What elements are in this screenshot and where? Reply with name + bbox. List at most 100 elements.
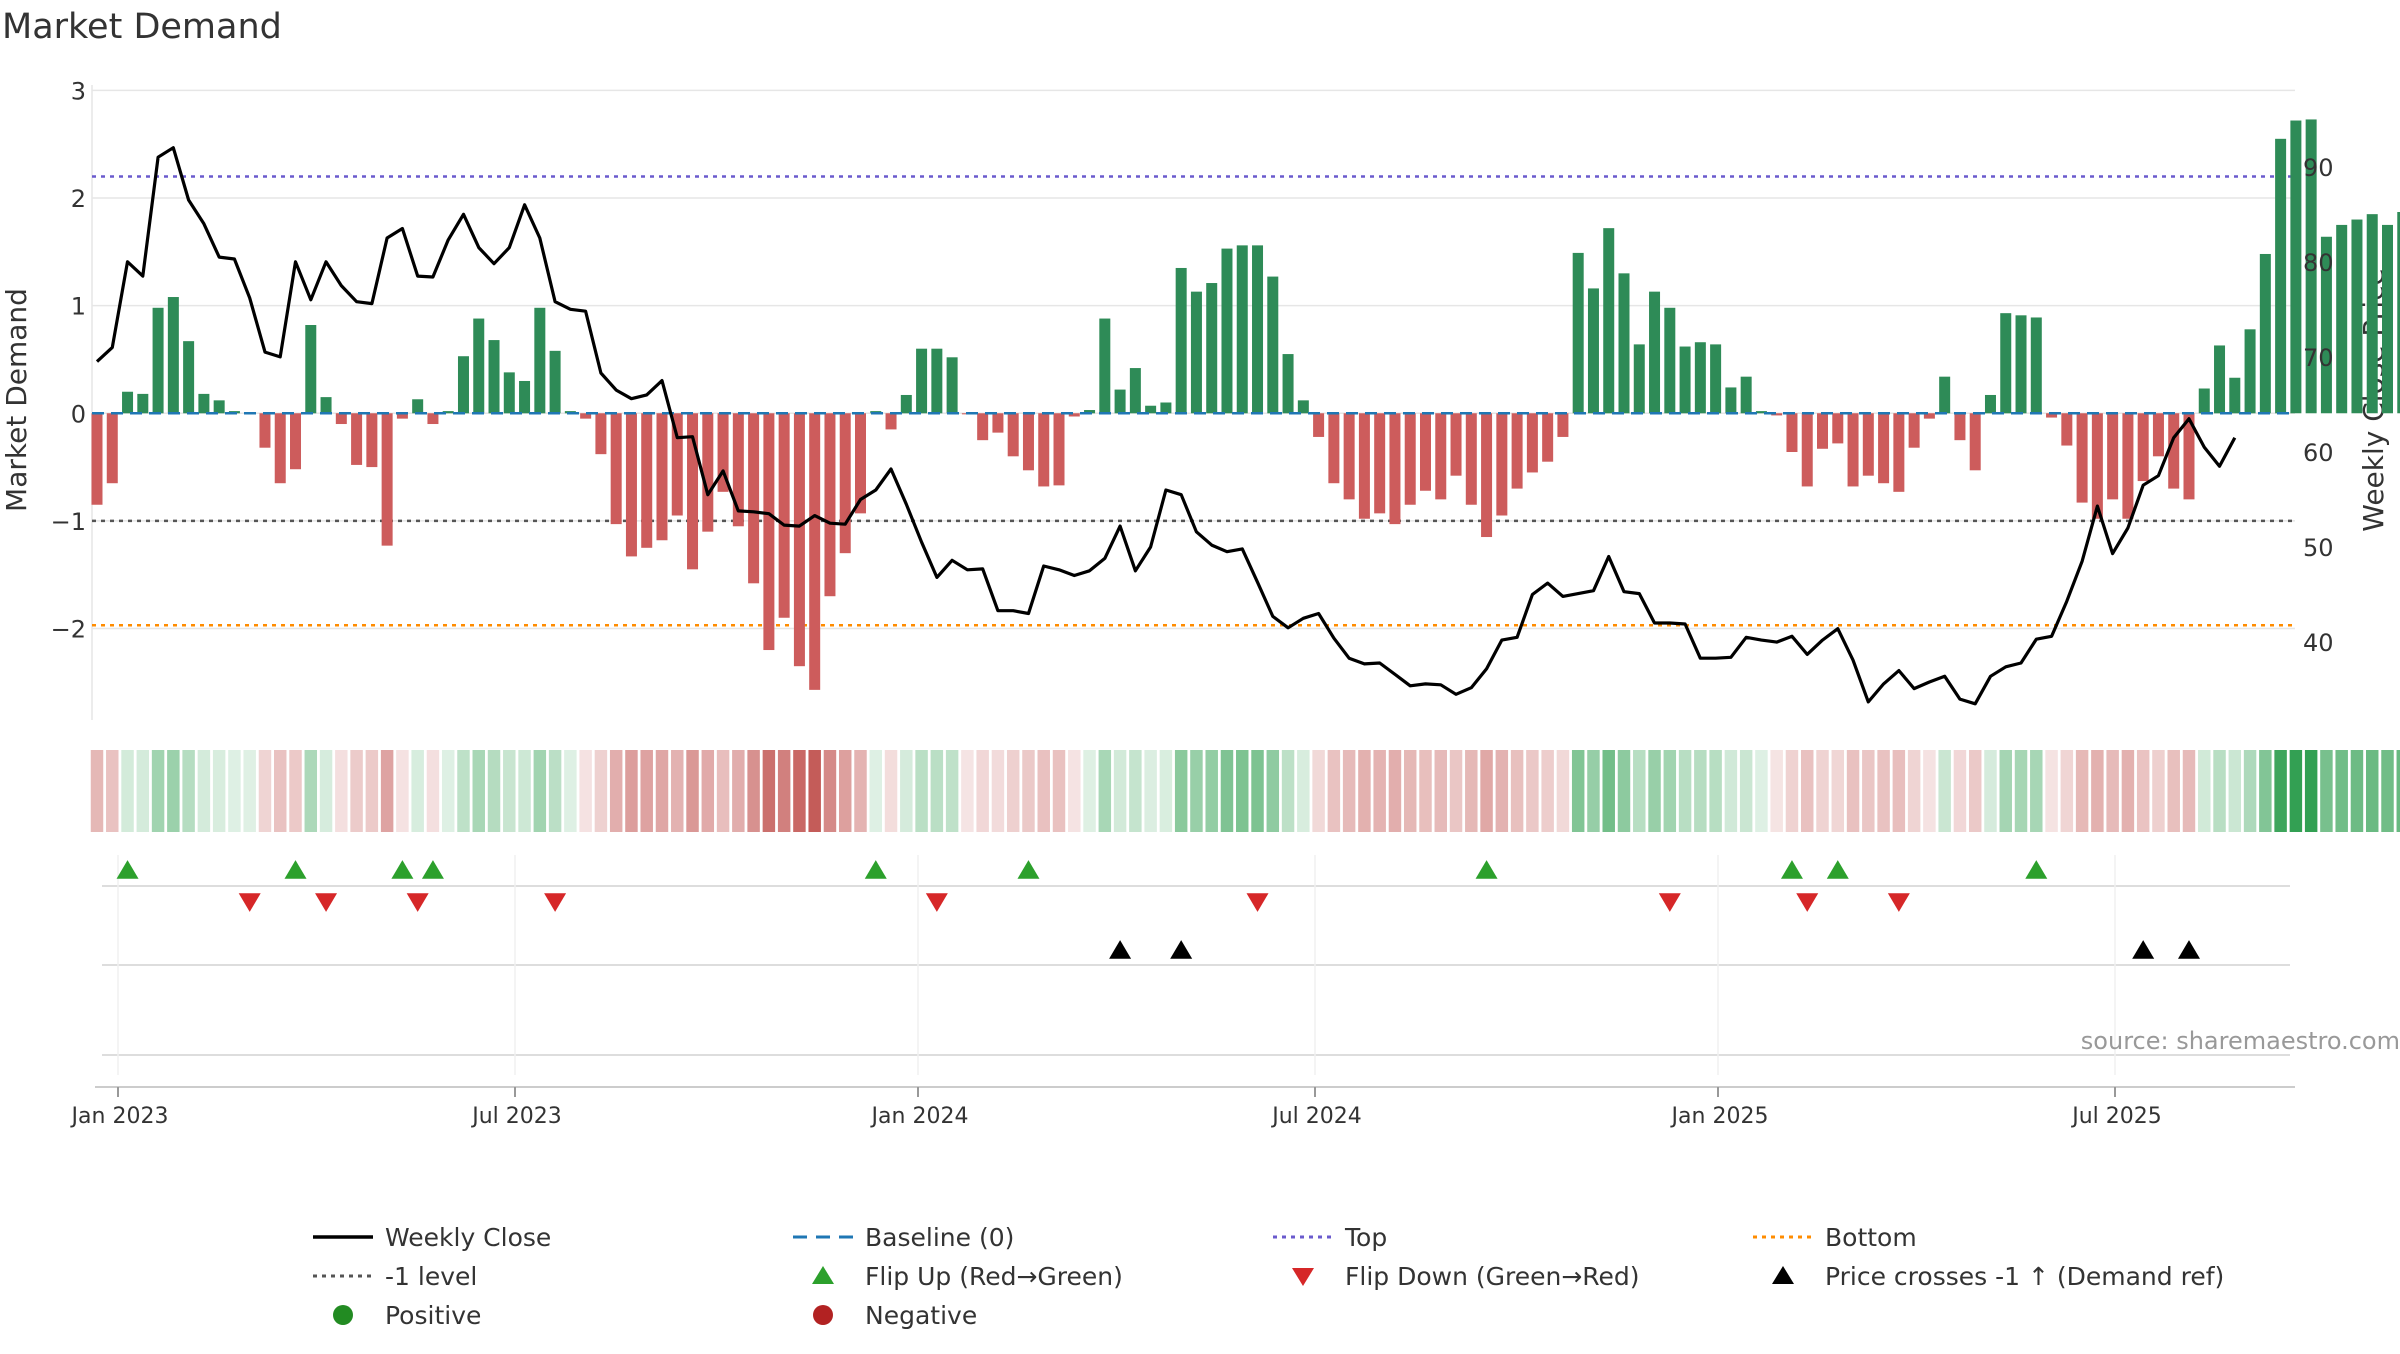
y-axis-label-left: Market Demand — [0, 288, 33, 512]
demand-bar — [473, 319, 484, 414]
heat-cell — [870, 750, 882, 832]
demand-bar — [122, 392, 133, 414]
heat-cell — [2229, 750, 2241, 832]
demand-bar — [550, 351, 561, 413]
demand-bar — [1374, 413, 1385, 513]
legend-label: -1 level — [385, 1262, 477, 1291]
heat-cell — [534, 750, 546, 832]
demand-bar — [1283, 354, 1294, 413]
heat-cell — [243, 750, 255, 832]
demand-bar — [1512, 413, 1523, 488]
heat-cell — [213, 750, 225, 832]
heat-cell — [1435, 750, 1447, 832]
heat-cell — [1373, 750, 1385, 832]
demand-bar — [1435, 413, 1446, 499]
heat-cell — [2290, 750, 2302, 832]
x-tick-label: Jan 2025 — [1670, 1104, 1769, 1129]
demand-bar — [1099, 319, 1110, 414]
heat-cell — [2045, 750, 2057, 832]
demand-bar — [1619, 273, 1630, 413]
heat-cell — [2274, 750, 2286, 832]
demand-bar — [809, 413, 820, 690]
heat-cell — [793, 750, 805, 832]
demand-bar — [2351, 220, 2362, 414]
price-tick-label: 90 — [2303, 154, 2334, 182]
heat-cell — [640, 750, 652, 832]
heat-cell — [595, 750, 607, 832]
demand-bar — [840, 413, 851, 553]
heat-cell — [152, 750, 164, 832]
heat-cell — [1847, 750, 1859, 832]
heat-cell — [1175, 750, 1187, 832]
demand-bar — [1359, 413, 1370, 518]
heat-cell — [1343, 750, 1355, 832]
heat-cell — [610, 750, 622, 832]
heat-cell — [91, 750, 103, 832]
heat-cell — [686, 750, 698, 832]
heat-cell — [1816, 750, 1828, 832]
heat-cell — [1923, 750, 1935, 832]
demand-bar — [1588, 288, 1599, 413]
heat-cell — [854, 750, 866, 832]
heat-cell — [1877, 750, 1889, 832]
price-tick-label: 60 — [2303, 439, 2334, 467]
demand-bar — [259, 413, 270, 447]
demand-bar — [1008, 413, 1019, 456]
heat-cell — [1679, 750, 1691, 832]
heat-cell — [1862, 750, 1874, 832]
demand-bar — [1160, 403, 1171, 414]
heat-cell — [320, 750, 332, 832]
demand-bar — [2077, 413, 2088, 502]
demand-bar — [2122, 413, 2133, 518]
demand-bar — [779, 413, 790, 617]
heat-cell — [1969, 750, 1981, 832]
heat-cell — [1205, 750, 1217, 832]
heat-cell — [457, 750, 469, 832]
demand-bar — [2031, 317, 2042, 413]
demand-bar — [1115, 390, 1126, 414]
demand-bar — [2275, 139, 2286, 413]
heat-cell — [1740, 750, 1752, 832]
demand-bar — [168, 297, 179, 413]
heat-cell — [274, 750, 286, 832]
heat-cell — [1282, 750, 1294, 832]
heat-cell — [2152, 750, 2164, 832]
heat-cell — [1083, 750, 1095, 832]
demand-bar — [2092, 413, 2103, 518]
demand-bar — [336, 413, 347, 424]
heat-cell — [1664, 750, 1676, 832]
demand-bar — [275, 413, 286, 483]
heat-cell — [1526, 750, 1538, 832]
heat-cell — [1633, 750, 1645, 832]
demand-bar — [1252, 245, 1263, 413]
demand-bar — [183, 341, 194, 413]
heat-cell — [732, 750, 744, 832]
demand-bar — [1664, 308, 1675, 413]
demand-bar — [92, 413, 103, 504]
legend-label: Flip Up (Red→Green) — [865, 1262, 1123, 1291]
heat-cell — [106, 750, 118, 832]
heat-cell — [381, 750, 393, 832]
heat-cell — [1038, 750, 1050, 832]
demand-bar — [2290, 121, 2301, 414]
heat-cell — [2381, 750, 2393, 832]
heat-cell — [1389, 750, 1401, 832]
demand-bar — [1954, 413, 1965, 440]
legend-label: Positive — [385, 1301, 481, 1330]
demand-bar — [2214, 345, 2225, 413]
heat-cell — [1984, 750, 1996, 832]
heat-cell — [182, 750, 194, 832]
demand-bar — [794, 413, 805, 666]
x-tick-label: Jan 2023 — [70, 1104, 169, 1129]
demand-bar — [382, 413, 393, 545]
demand-bar — [1939, 377, 1950, 414]
demand-bar — [2245, 329, 2256, 413]
heat-cell — [992, 750, 1004, 832]
heat-cell — [2259, 750, 2271, 832]
heat-cell — [366, 750, 378, 832]
heat-cell — [305, 750, 317, 832]
demand-bar — [2153, 413, 2164, 456]
heat-cell — [1358, 750, 1370, 832]
heat-cell — [1557, 750, 1569, 832]
